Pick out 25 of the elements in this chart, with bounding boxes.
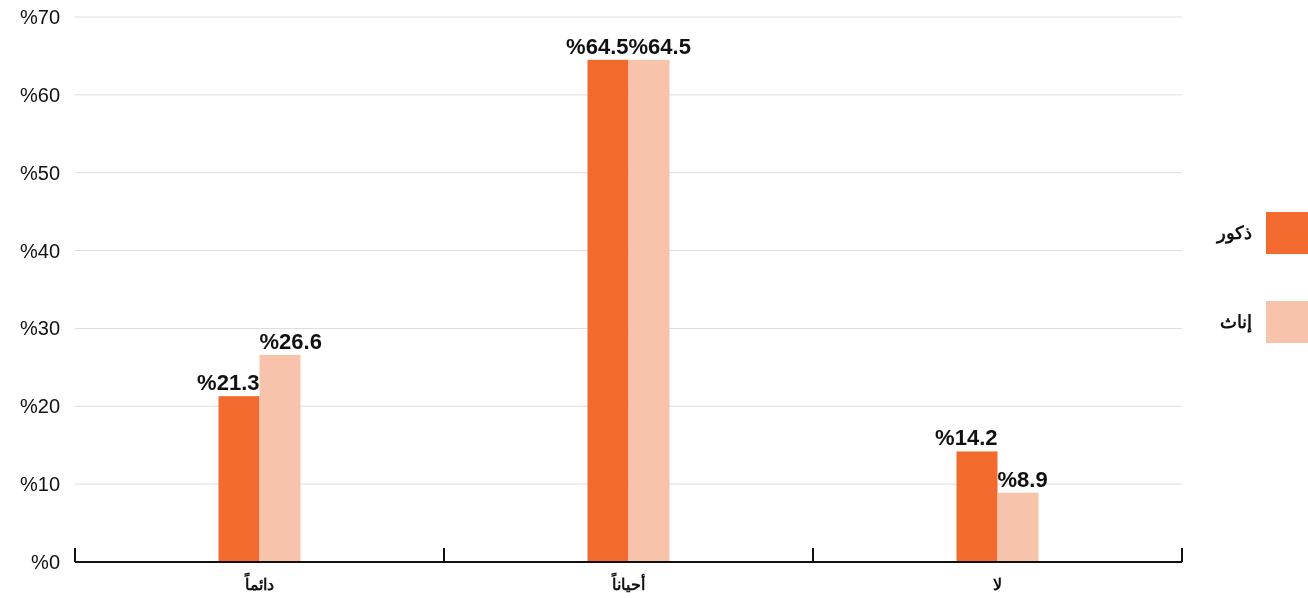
y-tick-label: %0 <box>31 551 60 573</box>
bar <box>997 492 1039 562</box>
y-tick-label: %30 <box>19 317 60 340</box>
bar <box>218 396 260 562</box>
bar <box>628 59 670 562</box>
bar <box>956 451 998 562</box>
data-label: %64.5 <box>566 33 629 59</box>
x-tick-label: أحياناً <box>611 572 645 593</box>
bar <box>587 59 629 562</box>
y-tick-label: %20 <box>19 395 60 418</box>
y-tick-label: %50 <box>19 161 60 184</box>
data-label: %8.9 <box>997 466 1048 492</box>
data-label: %14.2 <box>935 425 998 451</box>
legend-label: إناث <box>1220 312 1252 333</box>
data-label: %21.3 <box>197 370 260 396</box>
y-tick-label: %60 <box>19 83 60 106</box>
data-label: %64.5 <box>628 33 691 59</box>
y-tick-label: %70 <box>19 6 60 28</box>
bar <box>259 354 301 562</box>
legend-label: ذكور <box>1215 223 1252 244</box>
y-tick-label: %40 <box>19 239 60 262</box>
x-tick-label: لا <box>993 576 1002 593</box>
y-tick-label: %10 <box>19 473 60 496</box>
x-tick-label: دائماً <box>244 572 274 593</box>
data-label: %26.6 <box>259 328 322 354</box>
